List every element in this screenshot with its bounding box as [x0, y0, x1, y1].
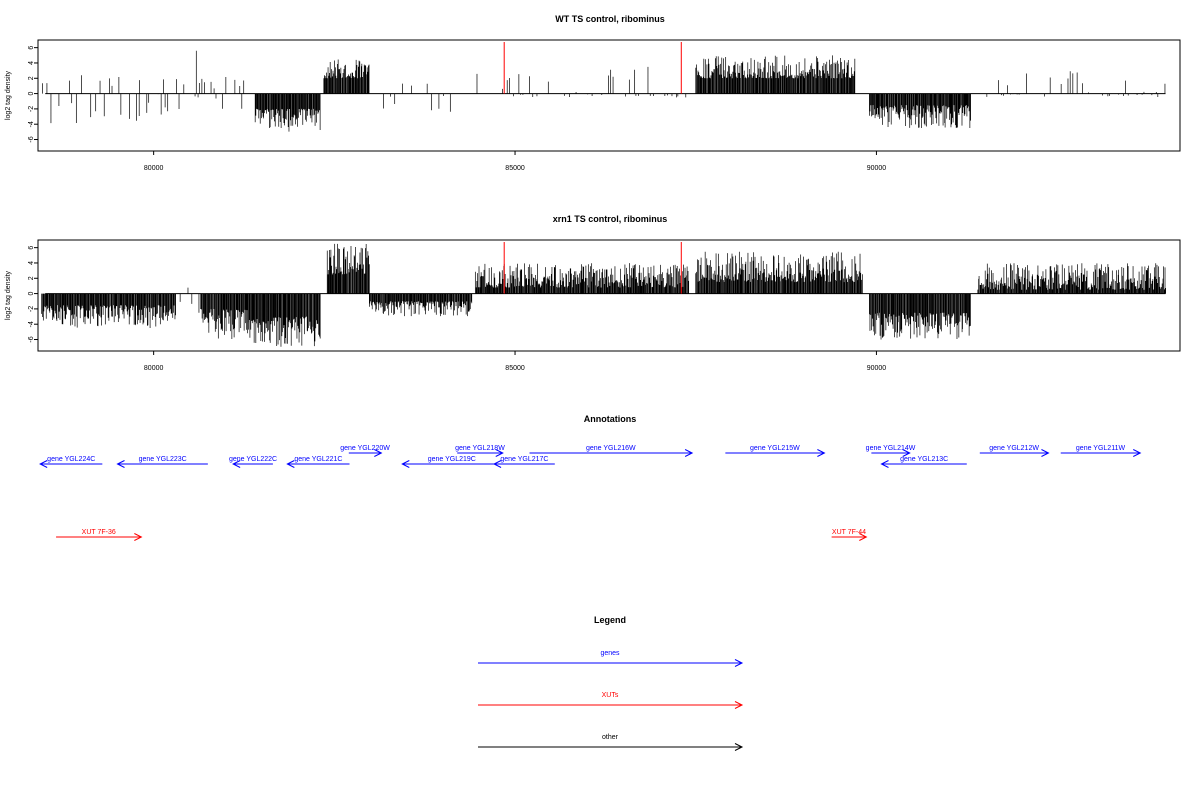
x-tick-label: 85000	[505, 165, 525, 172]
annotation-arrow: gene YGL214W	[866, 445, 916, 457]
y-tick-label: -6	[28, 136, 35, 142]
annotation-label: gene YGL212W	[989, 445, 1039, 452]
annotation-label: gene YGL224C	[47, 456, 95, 463]
annotation-arrow: gene YGL224C	[39, 456, 103, 468]
annotation-arrow: gene YGL218W	[455, 445, 505, 457]
density-panel: xrn1 TS control, ribominus 6 4 2 0 -2 -4 -6 log2…	[5, 214, 1181, 372]
density-bars	[42, 50, 1166, 132]
x-tick-label: 80000	[144, 365, 164, 372]
legend: genes XUTs other	[478, 650, 744, 751]
annotation-arrow: gene YGL222C	[229, 456, 277, 468]
annotation-label: gene YGL223C	[139, 456, 187, 463]
annotation-label: XUT 7F-36	[82, 529, 116, 536]
y-tick-label: 6	[28, 246, 35, 250]
y-axis-label: log2 tag density	[5, 270, 12, 320]
annotations-title: Annotations	[584, 414, 637, 424]
y-tick-label: 2	[28, 276, 35, 280]
y-tick-label: 0	[28, 92, 35, 96]
density-plots: WT TS control, ribominus 6 4 2 0 -2 -4 -6 log2 t…	[5, 14, 1181, 372]
annotation-label: XUT 7F-44	[832, 529, 866, 536]
legend-label: XUTs	[602, 692, 619, 699]
annotation-label: gene YGL217C	[500, 456, 548, 463]
legend-item: genes	[478, 650, 744, 667]
annotation-label: gene YGL221C	[294, 456, 342, 463]
legend-title: Legend	[594, 615, 626, 625]
density-bars-path	[42, 50, 1166, 132]
y-tick-label: 0	[28, 292, 35, 296]
annotation-track: gene YGL224C gene YGL223C gene YGL222C gene…	[39, 445, 1142, 541]
annotation-label: gene YGL215W	[750, 445, 800, 452]
annotation-arrow: gene YGL211W	[1060, 445, 1142, 457]
plot-frame	[37, 239, 1181, 352]
x-tick-label: 90000	[867, 365, 887, 372]
annotation-arrow: gene YGL212W	[979, 445, 1050, 457]
y-tick-label: -4	[28, 321, 35, 327]
y-tick-label: 4	[28, 61, 35, 65]
legend-label: genes	[600, 650, 620, 657]
y-tick-label: -2	[28, 306, 35, 312]
annotation-arrow: gene YGL215W	[725, 445, 826, 457]
x-tick-label: 90000	[867, 165, 887, 172]
annotation-arrow: gene YGL223C	[116, 456, 208, 468]
legend-item: other	[478, 734, 744, 751]
x-tick-label: 85000	[505, 365, 525, 372]
density-bars	[41, 243, 1166, 347]
y-tick-label: -2	[28, 106, 35, 112]
chart-title: WT TS control, ribominus	[555, 14, 665, 24]
annotation-arrow: XUT 7F-36	[56, 529, 143, 541]
y-axis-label: log2 tag density	[5, 70, 12, 120]
density-bars-path	[41, 243, 1166, 347]
annotation-label: gene YGL220W	[340, 445, 390, 452]
annotation-label: gene YGL214W	[866, 445, 916, 452]
annotation-label: gene YGL218W	[455, 445, 505, 452]
annotation-arrow: gene YGL213C	[880, 456, 967, 468]
annotation-arrow: gene YGL219C	[401, 456, 502, 468]
annotation-arrow: gene YGL216W	[529, 445, 694, 457]
y-tick-label: 6	[28, 46, 35, 50]
legend-item: XUTs	[478, 692, 744, 709]
annotation-arrow: XUT 7F-44	[831, 529, 868, 541]
annotation-arrow: gene YGL217C	[492, 456, 555, 468]
x-tick-label: 80000	[144, 165, 164, 172]
annotation-label: gene YGL222C	[229, 456, 277, 463]
y-tick-label: -4	[28, 121, 35, 127]
y-tick-label: 2	[28, 76, 35, 80]
annotation-label: gene YGL211W	[1076, 445, 1126, 452]
legend-label: other	[602, 734, 619, 741]
chart-title: xrn1 TS control, ribominus	[553, 214, 668, 224]
y-tick-label: -6	[28, 336, 35, 342]
density-panel: WT TS control, ribominus 6 4 2 0 -2 -4 -6 log2 t…	[5, 14, 1181, 172]
annotation-label: gene YGL213C	[900, 456, 948, 463]
annotation-arrow: gene YGL220W	[340, 445, 390, 457]
annotation-label: gene YGL216W	[586, 445, 636, 452]
annotation-label: gene YGL219C	[428, 456, 476, 463]
annotation-arrow: gene YGL221C	[286, 456, 350, 468]
plot-frame	[37, 39, 1181, 152]
y-tick-label: 4	[28, 261, 35, 265]
